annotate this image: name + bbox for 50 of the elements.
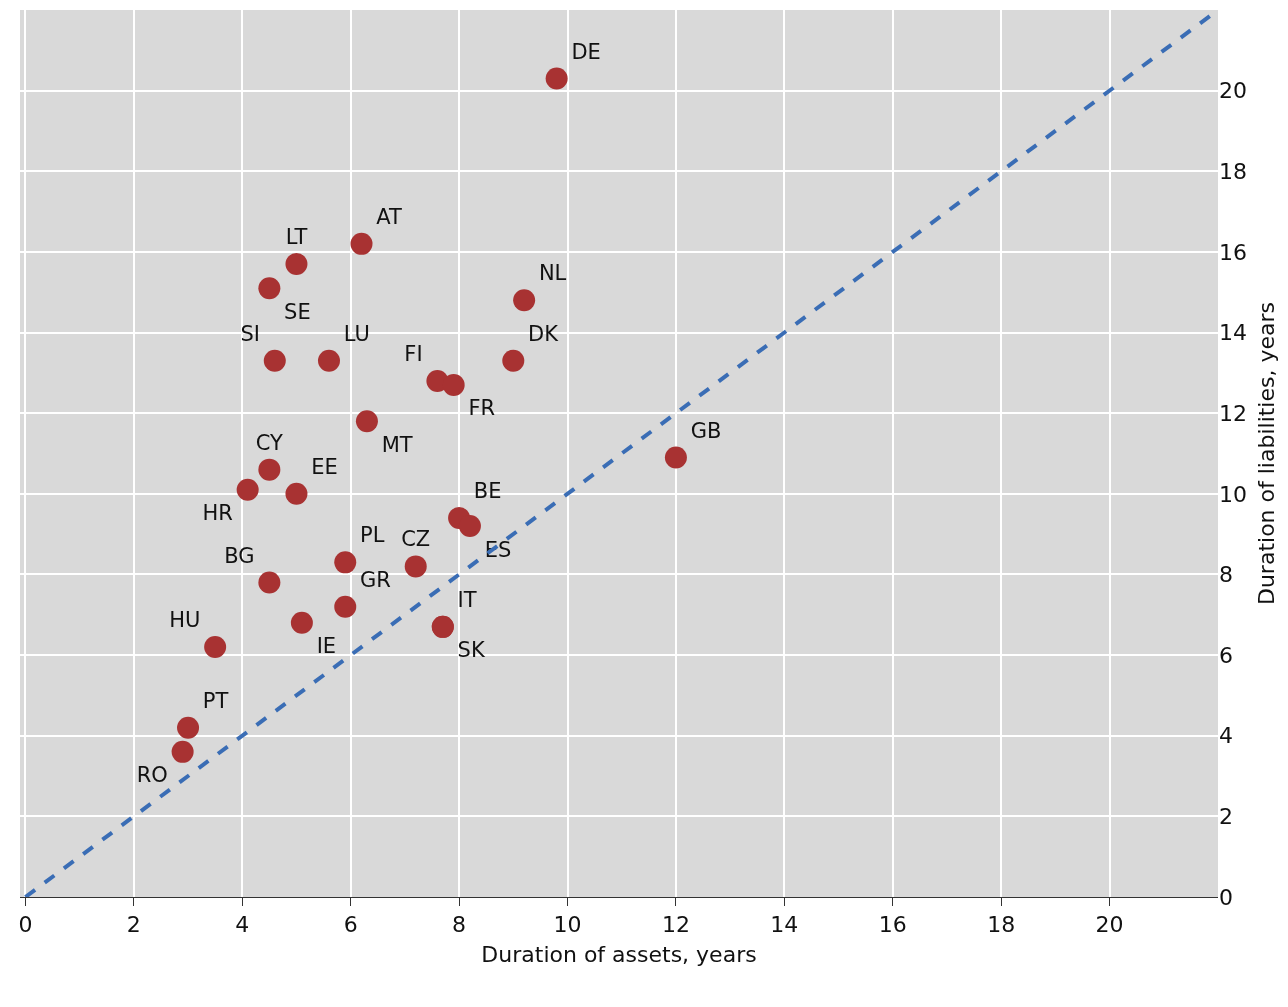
series-label: HU: [169, 608, 201, 633]
series-label: GB: [690, 418, 722, 443]
x-tick-label: 4: [235, 912, 250, 938]
x-tick-label: 16: [878, 912, 907, 938]
series-label: LT: [285, 225, 308, 249]
y-tick-label: 16: [1219, 239, 1247, 265]
series-label: NL: [538, 261, 567, 286]
y-tick-label: 8: [1219, 562, 1233, 588]
y-tick-label: 20: [1219, 78, 1247, 104]
series-label: IE: [316, 634, 337, 659]
y-tick-label: 2: [1219, 804, 1233, 830]
series-label: MT: [381, 432, 413, 457]
y-tick-label: 4: [1219, 723, 1233, 749]
x-tick-label: 18: [987, 912, 1016, 938]
series-label: BG: [224, 543, 255, 568]
x-tick-label: 10: [553, 912, 582, 938]
x-tick-label: 0: [18, 912, 33, 938]
y-tick-label: 6: [1219, 642, 1233, 668]
series-label: DE: [571, 39, 601, 64]
series-label: BE: [473, 479, 502, 504]
series-label: RO: [136, 763, 168, 788]
x-tick-label: 12: [661, 912, 690, 938]
series-label: SI: [240, 321, 261, 346]
series-label: SK: [457, 638, 486, 663]
y-axis-title: Duration of liabilities, years: [1253, 301, 1279, 606]
series-label: HR: [202, 501, 233, 526]
series-label: FR: [468, 396, 496, 421]
x-tick-label: 8: [452, 912, 467, 938]
series-label: CZ: [401, 527, 431, 552]
series-label: DK: [528, 321, 560, 346]
series-label: SE: [284, 299, 311, 324]
series-label: LU: [343, 321, 370, 346]
series-label: PT: [202, 688, 229, 713]
series-label: IT: [457, 587, 477, 612]
series-label: AT: [376, 204, 402, 229]
y-tick-label: 0: [1219, 884, 1233, 910]
x-axis-title: Duration of assets, years: [481, 942, 757, 968]
x-tick-label: 20: [1095, 912, 1124, 938]
y-tick-label: 10: [1219, 481, 1247, 507]
series-label: FI: [404, 341, 423, 366]
series-label: GR: [360, 567, 391, 592]
x-tick-label: 6: [343, 912, 358, 938]
x-tick-label: 14: [770, 912, 799, 938]
y-tick-label: 14: [1219, 320, 1247, 346]
series-label: PL: [360, 523, 385, 548]
series-label: EE: [311, 454, 338, 479]
x-tick-label: 2: [126, 912, 141, 938]
series-label: CY: [255, 430, 284, 455]
y-tick-label: 12: [1219, 400, 1247, 426]
y-tick-label: 18: [1219, 158, 1247, 184]
